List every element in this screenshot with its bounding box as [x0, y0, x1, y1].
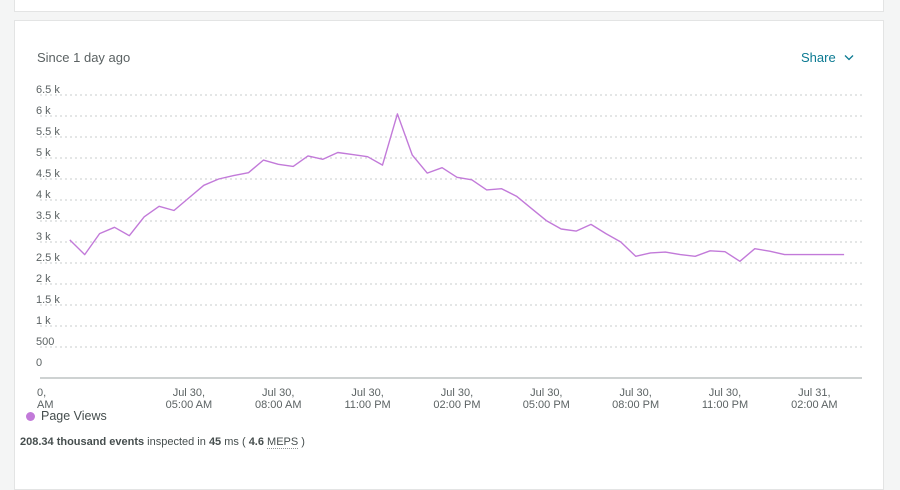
x-tick-label: Jul 30, [530, 387, 562, 399]
time-range-label: Since 1 day ago [37, 50, 131, 65]
x-tick-label: Jul 30, [709, 387, 741, 399]
series-layer [69, 113, 845, 262]
x-tick-label: Jul 30, [173, 387, 205, 399]
close-paren: ) [298, 436, 305, 448]
y-tick-label: 4 k [36, 189, 51, 201]
y-tick-label: 3.5 k [36, 210, 60, 222]
x-tick-label: Jul 30, [441, 387, 473, 399]
y-tick-label: 1 k [36, 315, 51, 327]
x-tick-label: Jul 30, [262, 387, 294, 399]
y-tick-label: 0 [36, 357, 42, 369]
chart-card: Since 1 day ago Share [14, 20, 884, 490]
meps-value: 4.6 [248, 436, 264, 448]
x-tick-label: 11:00 PM [702, 399, 748, 411]
x-tick-label: Jul 31, [798, 387, 830, 399]
share-label: Share [801, 50, 836, 65]
share-button[interactable]: Share [801, 50, 854, 65]
series-line-page-views[interactable] [69, 113, 845, 262]
y-tick-label: 2 k [36, 273, 51, 285]
chevron-down-icon [844, 55, 854, 61]
y-tick-label: 5.5 k [36, 126, 60, 138]
x-tick-label: 11:00 PM [344, 399, 390, 411]
previous-card-edge [14, 0, 884, 12]
legend-swatch [26, 411, 35, 421]
y-tick-label: 1.5 k [36, 294, 60, 306]
y-tick-label: 4.5 k [36, 168, 60, 180]
duration-value: 45 [208, 436, 222, 448]
query-stats: 208.34 thousand events inspected in 45 m… [20, 436, 305, 449]
y-axis-labels: 0 500 1 k 1.5 k 2 k 2.5 k 3 k 3.5 k 4 k 4.5 k 5 k 5… [36, 84, 60, 369]
x-tick-label: 0, [37, 387, 46, 399]
x-tick-label: 08:00 PM [612, 399, 659, 411]
y-tick-label: 500 [36, 336, 54, 348]
x-tick-label: Jul 30, [619, 387, 651, 399]
duration-unit: ms ( [221, 436, 249, 448]
y-tick-label: 6.5 k [36, 84, 60, 96]
legend-label: Page Views [41, 409, 107, 423]
y-tick-label: 5 k [36, 147, 51, 159]
x-tick-label: 02:00 AM [791, 399, 837, 411]
x-tick-label: 08:00 AM [255, 399, 301, 411]
grid-lines [40, 94, 862, 379]
x-tick-label: 05:00 AM [166, 399, 212, 411]
line-chart: 0 500 1 k 1.5 k 2 k 2.5 k 3 k 3.5 k 4 k 4.5 k 5 k 5… [36, 84, 862, 411]
x-tick-label: 02:00 PM [433, 399, 480, 411]
x-tick-label: 05:00 PM [523, 399, 570, 411]
y-tick-label: 6 k [36, 105, 51, 117]
y-tick-label: 2.5 k [36, 252, 60, 264]
y-tick-label: 3 k [36, 231, 51, 243]
x-tick-label: Jul 30, [351, 387, 383, 399]
x-tick-label: AM [37, 399, 54, 411]
meps-label: MEPS [267, 436, 299, 449]
inspected-text: inspected in [144, 436, 209, 448]
legend-item-page-views[interactable]: Page Views [26, 409, 107, 423]
event-count: 208.34 thousand events [20, 436, 145, 448]
